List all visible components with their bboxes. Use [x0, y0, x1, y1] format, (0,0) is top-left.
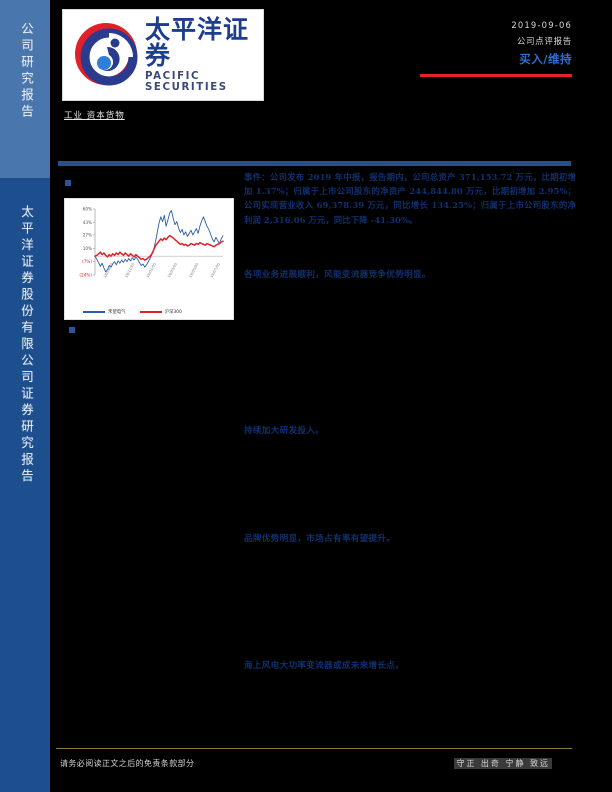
legend-item-0: 禾望电气	[83, 309, 126, 315]
logo-english-name: PACIFIC SECURITIES	[145, 71, 228, 94]
bullet-marker-bottom	[69, 327, 75, 333]
svg-text:18/11/05: 18/11/05	[124, 262, 135, 278]
section-heading-2: 持续加大研发投入。	[244, 426, 325, 436]
stock-performance-chart: 60% 43% 27% 10% (7%) (24%) 18/09/05 18/11/05 19/…	[64, 198, 234, 320]
logo-chinese-name: 太平洋证券	[145, 14, 250, 70]
rating-underline-rule	[420, 74, 572, 77]
chart-legend: 禾望电气 沪深300	[83, 309, 182, 315]
footer-disclaimer: 请务必阅读正文之后的免责条款部分	[60, 759, 195, 768]
svg-text:19/07/05: 19/07/05	[210, 262, 221, 278]
svg-text:43%: 43%	[83, 220, 92, 225]
svg-text:27%: 27%	[83, 233, 92, 238]
svg-text:(24%): (24%)	[79, 273, 92, 278]
svg-text:19/05/05: 19/05/05	[188, 262, 199, 278]
pacific-securities-logo-icon	[71, 19, 141, 91]
legend-label-0: 禾望电气	[108, 310, 126, 315]
legend-item-1: 沪深300	[139, 309, 182, 315]
legend-swatch-0	[83, 311, 105, 313]
rating-badge: 买入/维持	[519, 52, 572, 66]
section-heading-4: 海上风电大功率变流器或成未来增长点。	[244, 661, 405, 671]
company-logo: 太平洋证券 PACIFIC SECURITIES	[62, 9, 264, 101]
left-sidebar: 公司研究报告 太平洋证券股份有限公司证券研究报告	[0, 0, 50, 792]
section-heading-3: 品牌优势明显，市场占有率有望提升。	[244, 534, 396, 544]
svg-text:(7%): (7%)	[82, 259, 92, 264]
industry-tag[interactable]: 工业 资本货物	[64, 111, 125, 121]
sidebar-top-label: 公司研究报告	[19, 22, 34, 121]
header-divider-bar	[58, 161, 571, 166]
svg-text:60%: 60%	[83, 207, 92, 212]
event-paragraph: 事件：公司发布 2019 年中报，报告期内，公司总资产 371,153.72 万…	[244, 172, 576, 225]
sidebar-upper-band	[0, 0, 50, 178]
bullet-marker-top	[65, 180, 71, 186]
report-type: 公司点评报告	[516, 36, 572, 46]
section-heading-1: 各项业务进展顺利，风能变流器竞争优势明显。	[244, 270, 431, 280]
sidebar-lower-band	[0, 178, 50, 792]
svg-text:19/03/05: 19/03/05	[167, 262, 178, 278]
svg-text:18/09/05: 18/09/05	[103, 262, 114, 278]
chart-plot-area: 60% 43% 27% 10% (7%) (24%) 18/09/05 18/11/05 19/…	[79, 207, 224, 278]
footer-divider	[56, 748, 572, 749]
logo-wordmark: 太平洋证券 PACIFIC SECURITIES	[145, 14, 263, 94]
svg-text:10%: 10%	[83, 246, 92, 251]
footer-slogan: 守正 出奇 宁静 致远	[454, 758, 552, 769]
main-content: 事件：公司发布 2019 年中报，报告期内，公司总资产 371,153.72 万…	[244, 170, 576, 227]
sidebar-bottom-label: 太平洋证券股份有限公司证券研究报告	[19, 205, 34, 486]
report-date: 2019-09-06	[511, 20, 572, 30]
legend-swatch-1	[139, 311, 162, 313]
legend-label-1: 沪深300	[164, 310, 182, 315]
svg-text:19/01/05: 19/01/05	[146, 262, 157, 278]
report-meta: 2019-09-06 公司点评报告 买入/维持	[352, 20, 572, 67]
